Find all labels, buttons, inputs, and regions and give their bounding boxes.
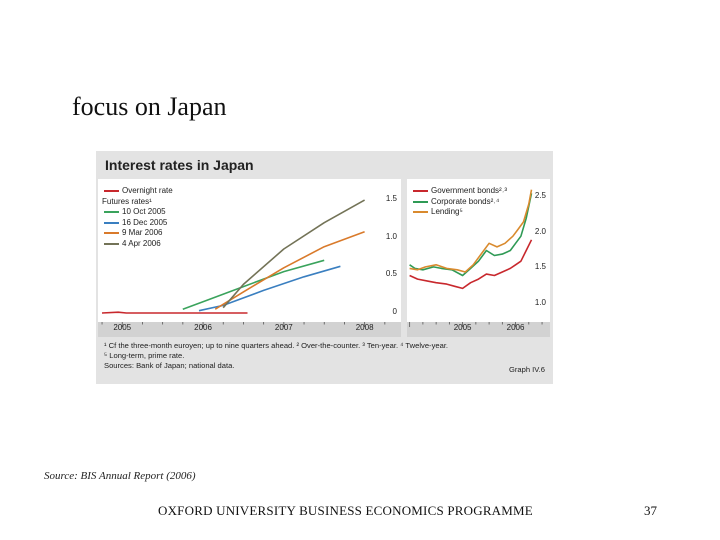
legend-item-10-oct-2005: 10 Oct 2005: [102, 207, 173, 218]
x-tick-label: 2005: [453, 323, 472, 332]
right-x-axis-band: [407, 322, 550, 337]
graph-id: Graph IV.6: [508, 365, 545, 374]
y-tick-label: 0: [392, 306, 397, 316]
legend-label: 9 Mar 2006: [122, 228, 163, 237]
y-tick-label: 1.0: [385, 231, 397, 241]
legend-label: Overnight rate: [122, 186, 173, 195]
legend-swatch: [413, 211, 428, 213]
legend-label: 16 Dec 2005: [122, 217, 168, 227]
page-number: 37: [644, 503, 657, 518]
y-tick-label: 1.5: [385, 194, 397, 204]
y-tick-label: 2.0: [534, 226, 546, 236]
note-line-1: ¹ Cf the three-month euroyen; up to nine…: [104, 341, 449, 350]
right-legend: Government bonds²˒³ Corporate bonds²˒⁴ L…: [411, 186, 507, 218]
y-tick-label: 0.5: [385, 269, 397, 279]
x-tick-label: 2007: [274, 323, 293, 332]
legend-item-overnight-rate: Overnight rate: [102, 186, 173, 197]
legend-item-lending: Lending⁵: [411, 207, 507, 218]
right-panel: [407, 179, 550, 322]
legend-swatch: [104, 242, 119, 245]
legend-heading-futures: Futures rates¹: [102, 196, 152, 206]
x-tick-label: 2006: [506, 323, 525, 332]
y-tick-label: 1.5: [534, 262, 546, 272]
legend-item-corporate-bonds: Corporate bonds²˒⁴: [411, 197, 507, 208]
x-tick-label: 2008: [355, 323, 374, 332]
series-line-2: [198, 265, 341, 312]
figure-notes: ¹ Cf the three-month euroyen; up to nine…: [104, 341, 448, 371]
legend-label: Corporate bonds²˒⁴: [431, 196, 500, 206]
left-panel: [98, 179, 401, 322]
series-line-4: [222, 199, 365, 309]
legend-label: Government bonds²˒³: [431, 186, 508, 195]
y-tick-label: 1.0: [534, 298, 546, 308]
source-citation: Source: BIS Annual Report (2006): [44, 470, 196, 482]
legend-swatch: [104, 221, 119, 224]
legend-item-4-apr-2006: 4 Apr 2006: [102, 239, 173, 250]
series-line-3: [214, 230, 365, 310]
x-tick-label: 2006: [194, 323, 212, 332]
legend-swatch: [104, 211, 119, 213]
series-line-0: [101, 311, 248, 314]
axis-overlay-svg: [101, 322, 543, 327]
legend-swatch: [413, 190, 428, 192]
legend-swatch: [104, 232, 119, 234]
note-line-2: ⁵ Long-term, prime rate.: [104, 351, 185, 360]
note-line-3: Sources: Bank of Japan; national data.: [104, 361, 235, 370]
left-x-axis-band: [98, 322, 401, 337]
series-line-0: [409, 239, 533, 290]
legend-label: Lending⁵: [431, 207, 463, 216]
legend-swatch: [413, 200, 428, 203]
legend-item-16-dec-2005: 16 Dec 2005: [102, 218, 173, 229]
series-line-1: [409, 193, 533, 277]
legend-swatch: [104, 190, 119, 192]
series-line-1: [182, 259, 325, 310]
series-line-2: [409, 189, 533, 273]
left-legend: Overnight rate Futures rates¹ 10 Oct 200…: [102, 186, 173, 249]
figure-title: Interest rates in Japan: [105, 157, 254, 173]
footer-text: OXFORD UNIVERSITY BUSINESS ECONOMICS PRO…: [158, 503, 533, 518]
slide-title: focus on Japan: [72, 92, 227, 121]
left-chart-svg: [101, 199, 365, 314]
legend-item-government-bonds: Government bonds²˒³: [411, 186, 507, 197]
legend-label: 4 Apr 2006: [122, 238, 161, 248]
legend-item-9-mar-2006: 9 Mar 2006: [102, 228, 173, 239]
legend-label: 10 Oct 2005: [122, 207, 166, 216]
figure-graph-iv6: Interest rates in Japan Overnight rate F…: [96, 151, 553, 384]
y-tick-label: 2.5: [534, 190, 546, 200]
right-chart-svg: [409, 189, 533, 290]
x-tick-label: 2005: [113, 323, 132, 332]
